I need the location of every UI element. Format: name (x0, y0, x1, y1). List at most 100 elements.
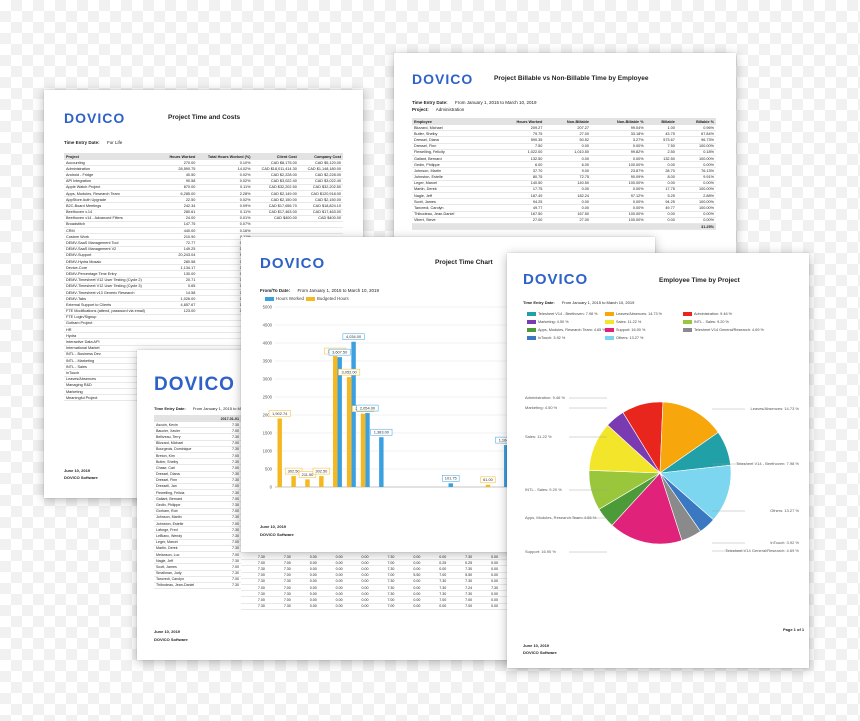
bar-budgeted-hours (333, 356, 338, 487)
table-cell: Interactive Data API (64, 338, 162, 346)
column-header: Billable % (676, 118, 716, 125)
table-cell: 7.00 (210, 427, 241, 435)
pie-legend-item: INTL - Sales: 9.20 % (683, 320, 729, 324)
column-header: Hours Worked (162, 153, 198, 160)
table-cell: 20,243.04 (162, 252, 198, 260)
table-cell: 7.30 (448, 554, 475, 561)
table-row: Johnson, Martin 7.30 (154, 514, 241, 522)
legend-label: Telesheet V14 - Beethoven: 7.98 % (538, 312, 598, 316)
table-cell: 7.00 (266, 596, 293, 604)
dovico-logo: DOVICO (523, 271, 589, 288)
table-cell: 3.27% (591, 136, 646, 144)
table-cell: 1,026.00 (162, 295, 198, 303)
meta-value: From January 1, 2015 to March 10, 2019 (561, 300, 635, 305)
table-cell: INTL - Marketing (64, 357, 162, 365)
table-cell: 33.18% (591, 130, 646, 138)
table-cell: 7.00 (370, 596, 397, 604)
table-cell: DEMV-SaaS Management Tool (64, 239, 162, 247)
report-title: Project Time Chart (435, 259, 493, 266)
employee-name: Blizzard, Michael (154, 440, 211, 447)
table-row: Laforge, Fred 7.30 (154, 526, 241, 534)
pie-callout-label: INTL - Sales: 9.20 % (525, 487, 562, 492)
report-title: Project Time and Costs (168, 114, 241, 121)
table-cell: 149.25 (162, 246, 198, 253)
table-row: Thibodeau, Jean-Daniel 7.30 (154, 582, 241, 590)
employee-name: Nagle, Jeff (154, 557, 211, 565)
dovico-logo: DOVICO (412, 71, 474, 87)
footer-date: June 10, 2019 (260, 524, 287, 529)
table-cell: 7.00 (210, 495, 241, 503)
table-cell: 0.00 (645, 161, 677, 169)
pie-callout-label: Administration: 9.46 % (525, 395, 565, 400)
table-row: Tancredi, Carolyn 49.77 0.00 0.00% 49.77 100.… (412, 204, 716, 212)
footer-date: June 10, 2019 (154, 629, 181, 634)
column-header: Employee (412, 118, 492, 125)
table-row: Bourgeois, Dominique 7.30 (154, 446, 241, 453)
data-label: 61.00 (483, 477, 494, 482)
column-header (154, 415, 211, 422)
dovico-logo: DOVICO (154, 374, 235, 395)
data-label: 1,383.00 (374, 430, 390, 435)
table-row: Gallant, Bernard 132.50 0.00 0.00% 132.50 100… (412, 155, 716, 163)
table-cell: CAD $8,175.00 (252, 160, 299, 167)
table-row: Smallman, Judy 7.30 (154, 570, 241, 577)
table-row: Flewelling, Felicity 1,022.00 1,010.50 99.8… (412, 149, 716, 156)
table-cell: Managing R&D (64, 382, 162, 389)
table-cell: 7.30 (210, 526, 241, 534)
table-cell: 0.00% (676, 217, 716, 225)
legend-swatch (306, 296, 315, 301)
table-cell: 9.91% (676, 174, 716, 181)
table-cell: 207.27 (544, 125, 592, 132)
table-row: Martin, Derek 17.75 0.00 0.00% 17.75 100.00% (412, 186, 716, 194)
table-cell: CAD $17,656.70 (252, 202, 299, 210)
table-row: Dressel, Diana 7.30 (154, 471, 241, 478)
legend-swatch (527, 312, 536, 316)
table-row: CRM 440.00 0.16% (64, 227, 343, 235)
table-cell: 7.30 (210, 471, 241, 478)
employee-name: Bourgeois, Dominique (154, 446, 211, 453)
table-cell: 280.61 (162, 209, 198, 216)
table-cell (197, 320, 253, 328)
table-cell: 0.00 (422, 554, 449, 561)
table-cell: Flewelling, Felicity (412, 149, 492, 156)
table-cell: 0.00 (344, 559, 371, 567)
table-cell: 0.00 (344, 596, 371, 604)
table-cell: 0.00 (344, 590, 371, 598)
table-cell: CAD $1,148,180.00 (298, 165, 343, 173)
employee-name: Scott, James (154, 563, 211, 571)
pie-callout-label: Sales: 11.22 % (525, 434, 552, 439)
table-cell: CAD $400.00 (298, 215, 343, 222)
table-cell: CAD $17,463.00 (252, 209, 299, 216)
table-row: Gedin, Philippe 6.00 6.00 100.00% 0.00 0.00% (412, 161, 716, 169)
table-row: 7.30 7.30 0.00 0.00 0.00 7.30 0.00 0.00 7.30 0.00… (241, 554, 526, 561)
table-cell: 7.30 (210, 446, 241, 453)
table-cell: 0.00 (474, 565, 501, 573)
table-cell: 0.00 (344, 565, 371, 573)
table-cell: 0.18% (676, 149, 716, 156)
table-row: Apple Watch Project 870.00 0.11% CAD $32,20… (64, 184, 343, 191)
table-cell: 8.00 (645, 174, 677, 181)
table-cell: INTL - Business Dev. (64, 351, 162, 359)
y-tick-label: 4000 (263, 341, 273, 346)
table-cell: 242.34 (162, 202, 198, 210)
table-cell: 0.00% (676, 161, 716, 169)
employee-name: Dressel, Diana (154, 471, 211, 478)
table-cell: 0.00 (344, 578, 371, 585)
bar-budgeted-hours (291, 476, 296, 487)
report-date-range: Time Entry Date: From January 1, 2015 to… (523, 300, 634, 305)
table-cell: 7.00 (241, 572, 267, 579)
total-row: 31.25% (412, 223, 716, 231)
table-cell: 0.01% (197, 215, 253, 222)
table-cell: 1,134.17 (162, 264, 198, 272)
table-cell: 0.00 (396, 590, 423, 598)
table-cell: 5.50 (396, 572, 423, 579)
table-cell: 167.50 (491, 211, 545, 218)
table-cell (298, 221, 343, 229)
table-cell: 7.30 (210, 582, 241, 590)
dovico-logo: DOVICO (260, 255, 326, 272)
table-cell: 7.30 (266, 578, 293, 585)
legend-swatch (683, 312, 692, 316)
table-cell: 7.30 (210, 570, 241, 577)
pie-callout-label: Support: 16.90 % (525, 549, 556, 554)
table-cell: 27.00 (544, 130, 592, 138)
